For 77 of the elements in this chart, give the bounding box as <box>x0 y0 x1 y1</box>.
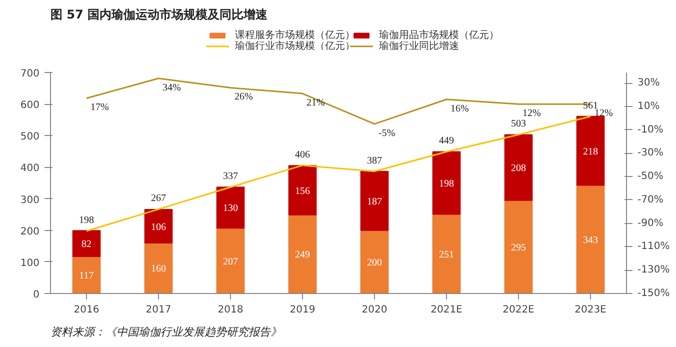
y-tick-label: 300 <box>20 194 40 206</box>
x-tick-label: 2016 <box>74 304 100 316</box>
bar <box>576 184 605 294</box>
bar <box>504 134 533 201</box>
y2-tick-label: -70% <box>638 194 664 206</box>
data-label: 160 <box>151 264 166 275</box>
data-label: 249 <box>295 250 310 261</box>
bar <box>216 186 245 229</box>
y2-tick-label: -110% <box>638 241 670 252</box>
chart-title: 图 57 国内瑜伽运动市场规模及同比增速 <box>50 8 269 22</box>
data-label: 406 <box>295 149 310 160</box>
data-label: 449 <box>439 136 454 147</box>
data-label: 21% <box>306 98 325 109</box>
data-label: 156 <box>295 186 310 197</box>
y-tick-label: 400 <box>20 163 40 174</box>
data-label: 267 <box>151 193 166 204</box>
y2-tick-label: -130% <box>638 264 670 276</box>
x-tick-label: 2019 <box>290 304 316 316</box>
y-tick-label: 0 <box>33 290 40 300</box>
data-label: 200 <box>367 257 382 268</box>
data-label: 82 <box>82 239 92 250</box>
data-label: 207 <box>223 256 238 268</box>
data-label: 343 <box>583 234 598 246</box>
data-label: 106 <box>151 222 166 233</box>
bar <box>144 242 173 294</box>
bar <box>576 116 605 186</box>
y2-tick-label: -10% <box>638 124 664 136</box>
bar <box>504 200 533 294</box>
y2-tick-label: -150% <box>638 288 670 299</box>
bar <box>288 165 317 216</box>
y-tick-label: 700 <box>20 68 40 80</box>
bar <box>144 209 173 244</box>
data-label: 34% <box>162 82 181 94</box>
data-label: 117 <box>79 270 94 282</box>
bar <box>72 230 101 258</box>
bar <box>360 170 389 231</box>
x-tick-label: 2021E <box>430 304 462 316</box>
data-label: 187 <box>367 196 382 208</box>
data-label: 198 <box>439 178 454 190</box>
y-tick-label: 500 <box>20 132 40 143</box>
bar <box>432 214 461 294</box>
data-label: -5% <box>378 128 396 139</box>
bar <box>288 214 317 294</box>
data-label: 130 <box>223 203 238 214</box>
data-label: 337 <box>223 171 238 182</box>
text: 资料来源：《中国瑜伽行业发展趋势研究报告》 <box>50 326 282 338</box>
y-tick-label: 600 <box>20 100 40 112</box>
data-label: 26% <box>234 92 253 103</box>
y2-tick-label: -50% <box>638 171 664 182</box>
data-label: 251 <box>439 249 454 260</box>
x-tick-label: 2018 <box>218 304 244 316</box>
y-tick-label: 200 <box>20 226 40 238</box>
bar <box>216 228 245 294</box>
y2-tick-label: 30% <box>638 78 660 89</box>
data-label: 16% <box>450 103 469 114</box>
legend-label: 瑜伽用品市场规模（亿元） <box>378 29 499 42</box>
x-tick-label: 2023E <box>574 304 606 316</box>
legend-label: 瑜伽行业同比增速 <box>378 40 459 52</box>
data-label: 503 <box>511 118 526 130</box>
bar <box>432 151 461 215</box>
y2-tick-label: -30% <box>638 148 664 159</box>
x-tick-label: 2022E <box>502 304 534 316</box>
data-label: 218 <box>583 146 598 158</box>
data-label: 12% <box>522 108 541 120</box>
data-label: 17% <box>90 102 109 114</box>
data-label: 198 <box>79 214 94 226</box>
legend-label: 课程服务市场规模（亿元） <box>234 29 355 42</box>
y2-tick-label: -90% <box>638 218 664 229</box>
x-tick-label: 2020 <box>362 304 388 316</box>
bar <box>360 230 389 294</box>
data-label: 295 <box>511 242 526 254</box>
bar <box>72 256 101 294</box>
data-label: 208 <box>511 163 526 174</box>
data-label: 387 <box>367 155 382 166</box>
y2-tick-label: 10% <box>638 100 660 112</box>
y-tick-label: 100 <box>20 258 40 269</box>
x-tick-label: 2017 <box>146 304 172 316</box>
